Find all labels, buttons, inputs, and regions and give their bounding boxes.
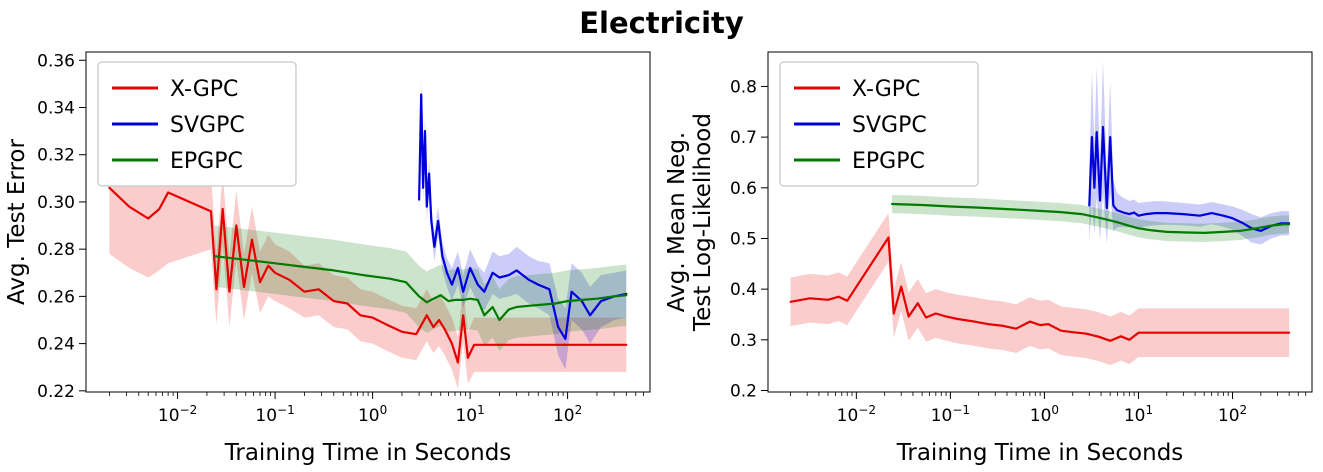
y-tick-label: 0.30 [37,193,75,213]
line-x-gpc [789,236,1290,342]
y-tick-label: 0.7 [729,128,756,148]
band-x-gpc [108,121,626,389]
y-tick-label: 0.34 [37,98,75,118]
left-panel: 0.22 0.24 0.26 0.28 0.30 0.32 0.34 0.36 10−2 10−1… [2,44,662,472]
band-x-gpc [790,213,1289,366]
legend-box [778,61,979,187]
x-tick-label: 10−2 [836,403,875,426]
legend-label: SVGPC [852,113,927,138]
right-panel: 0.2 0.3 0.4 0.5 0.6 0.7 0.8 10−2 10−1 100 101 102 Tr… [662,44,1322,472]
line-epgpc [890,202,1290,234]
y-tick-label: 0.36 [37,51,75,71]
x-tick-label: 10−2 [157,403,196,426]
y-tick-label: 0.28 [37,240,75,260]
x-tick-label: 102 [1217,403,1246,426]
neg-log-likelihood-chart: 0.2 0.3 0.4 0.5 0.6 0.7 0.8 10−2 10−1 100 101 102 Tr… [664,51,1312,466]
chart-title: Electricity [579,6,744,40]
line-svgpc [1087,125,1290,232]
x-axis-label: Training Time in Seconds [223,440,511,466]
x-tick-label: 10−1 [930,403,969,426]
x-tick-label: 100 [1029,403,1058,426]
x-tick-label: 101 [1123,403,1152,426]
y-axis: 0.22 0.24 0.26 0.28 0.30 0.32 0.34 0.36 [37,51,86,402]
y-axis: 0.2 0.3 0.4 0.5 0.6 0.7 0.8 [729,77,768,401]
test-error-chart: 0.22 0.24 0.26 0.28 0.30 0.32 0.34 0.36 10−2 10−1… [4,51,650,466]
band-epgpc [891,194,1289,242]
plot-area [107,80,627,389]
y-tick-label: 0.22 [37,382,75,402]
y-tick-label: 0.2 [729,381,756,401]
y-axis-label: Avg. Test Error [4,139,30,305]
y-axis-label: Avg. Mean Neg. [664,132,690,312]
y-tick-label: 0.32 [37,146,75,166]
x-tick-label: 10−1 [255,403,294,426]
y-tick-label: 0.24 [37,335,75,355]
y-axis-label: Test Log-Likelihood [690,113,716,332]
legend: X-GPC SVGPC EPGPC [778,61,979,187]
legend-label: EPGPC [170,149,243,174]
legend: X-GPC SVGPC EPGPC [96,61,297,187]
legend-box [96,61,297,187]
band-epgpc [214,225,626,351]
line-x-gpc [107,186,627,364]
x-axis: 10−2 10−1 100 101 102 [108,392,644,426]
y-tick-label: 0.8 [729,77,756,97]
chart-panels: 0.22 0.24 0.26 0.28 0.30 0.32 0.34 0.36 10−2 10−1… [0,44,1323,472]
y-tick-label: 0.4 [729,280,756,300]
y-tick-label: 0.6 [729,179,756,199]
y-tick-label: 0.3 [729,331,756,351]
line-epgpc [213,255,627,322]
x-axis: 10−2 10−1 100 101 102 [789,392,1306,426]
legend-label: X-GPC [852,77,920,102]
legend-label: EPGPC [852,149,925,174]
x-tick-label: 100 [357,403,386,426]
band-svgpc [418,80,626,370]
legend-label: X-GPC [170,77,238,102]
plot-area [789,61,1290,366]
x-tick-label: 102 [552,403,581,426]
line-svgpc [417,93,627,340]
y-tick-label: 0.5 [729,229,756,249]
x-axis-label: Training Time in Seconds [895,440,1183,466]
y-tick-label: 0.26 [37,287,75,307]
x-tick-label: 101 [455,403,484,426]
legend-label: SVGPC [170,113,245,138]
